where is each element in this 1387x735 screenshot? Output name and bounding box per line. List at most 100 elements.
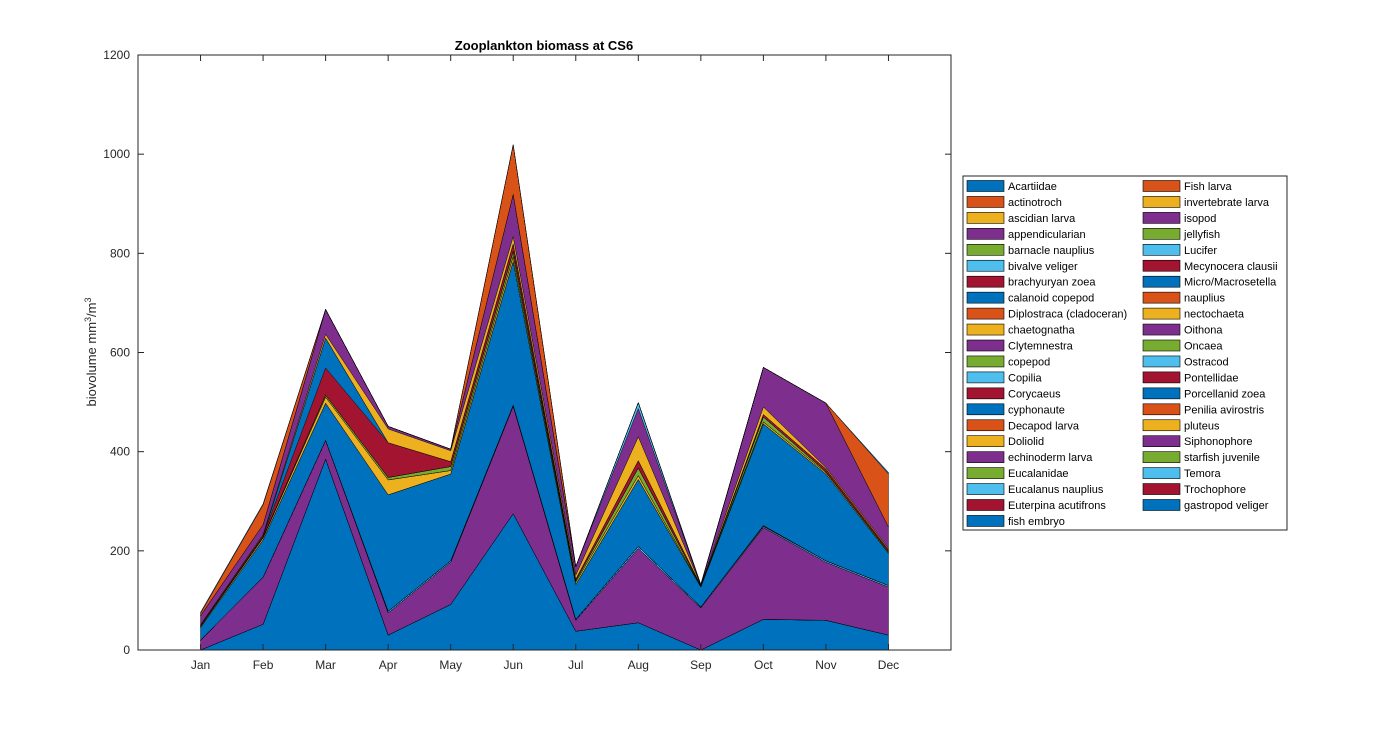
legend-swatch [966, 212, 1005, 224]
legend-swatch [1142, 355, 1181, 368]
legend-swatch [966, 387, 1005, 400]
legend-label: copepod [1008, 356, 1050, 368]
legend-swatch [966, 275, 1005, 288]
legend-label: Ostracod [1184, 356, 1229, 368]
y-axis-label-sup2: 3 [83, 297, 93, 302]
legend-label: Mecynocera clausii [1184, 261, 1278, 273]
legend-label: Pontellidae [1184, 372, 1238, 384]
y-tick-label: 600 [110, 346, 130, 360]
y-axis-label-mid: /m [84, 303, 99, 317]
legend-swatch [1142, 419, 1181, 432]
legend-swatch [1142, 467, 1181, 479]
x-axis-ticks: Jan Feb Mar Apr May Jun Jul Aug Sep Oct Nov Dec [191, 55, 899, 672]
legend-label: Acartiidae [1008, 181, 1057, 193]
legend-swatch [966, 499, 1005, 511]
legend-swatch [1142, 275, 1181, 288]
legend-label: Eucalanidae [1008, 468, 1069, 480]
legend-label: Porcellanid zoea [1184, 388, 1266, 400]
legend-swatch [966, 483, 1005, 495]
legend-swatch [966, 515, 1005, 527]
legend-swatch [966, 228, 1005, 240]
legend-swatch [1142, 371, 1181, 384]
legend-swatch [966, 323, 1005, 336]
legend-swatch [1142, 228, 1181, 240]
y-axis-ticks: 0 200 400 600 800 1000 1200 [103, 48, 951, 657]
legend-swatch [1142, 451, 1181, 463]
legend-swatch [1142, 291, 1181, 304]
y-axis-label-sup1: 3 [83, 317, 93, 322]
x-tick-label: Jan [191, 658, 210, 672]
legend-swatch [966, 435, 1005, 448]
y-tick-label: 1000 [103, 147, 130, 161]
legend-label: Eucalanus nauplius [1008, 484, 1104, 496]
legend-label: Euterpina acutifrons [1008, 500, 1106, 512]
x-tick-label: Apr [379, 658, 398, 672]
legend-swatch [1142, 435, 1181, 448]
legend-label: nauplius [1184, 293, 1225, 305]
area-series-48 [200, 144, 889, 614]
legend-swatch [1142, 212, 1181, 224]
legend-label: actinotroch [1008, 197, 1062, 209]
legend-label: Penilia avirostris [1184, 404, 1265, 416]
legend-swatch [966, 339, 1005, 352]
x-tick-label: Dec [878, 658, 899, 672]
legend-label: chaetognatha [1008, 325, 1076, 337]
x-tick-label: Nov [815, 658, 836, 672]
legend-swatch [966, 259, 1005, 272]
chart-title: Zooplankton biomass at CS6 [455, 38, 633, 53]
legend-label: Doliolid [1008, 436, 1044, 448]
legend-label: Fish larva [1184, 181, 1233, 193]
legend-swatch [966, 403, 1005, 416]
legend-label: isopod [1184, 213, 1216, 225]
legend-swatch [1142, 499, 1181, 511]
legend-label: invertebrate larva [1184, 197, 1270, 209]
legend-swatch [966, 371, 1005, 384]
y-tick-label: 800 [110, 246, 130, 260]
legend-label: Temora [1184, 468, 1222, 480]
legend-label: echinoderm larva [1008, 452, 1093, 464]
legend-label: nectochaeta [1184, 309, 1245, 321]
legend-label: Lucifer [1184, 245, 1217, 257]
x-tick-label: Feb [253, 658, 274, 672]
legend-swatch [1142, 403, 1181, 416]
x-tick-label: May [439, 658, 462, 672]
legend-label: ascidian larva [1008, 213, 1076, 225]
legend-swatch [966, 291, 1005, 304]
legend-swatch [1142, 483, 1181, 495]
legend-label: Decapod larva [1008, 420, 1080, 432]
legend-swatch [1142, 387, 1181, 400]
legend-swatch [1142, 196, 1181, 208]
legend-label: Oncaea [1184, 341, 1223, 353]
legend-label: Micro/Macrosetella [1184, 277, 1277, 289]
legend-swatch [1142, 244, 1181, 256]
legend-swatch [1142, 259, 1181, 272]
legend-label: appendicularian [1008, 229, 1086, 241]
legend-label: Corycaeus [1008, 388, 1061, 400]
legend-swatch [966, 419, 1005, 432]
y-axis-label-main: biovolume mm [84, 322, 99, 407]
legend-label: starfish juvenile [1184, 452, 1260, 464]
x-tick-label: Sep [690, 658, 712, 672]
y-tick-label: 200 [110, 544, 130, 558]
legend-label: pluteus [1184, 420, 1220, 432]
legend-label: fish embryo [1008, 516, 1065, 528]
legend-swatch [966, 244, 1005, 256]
legend-label: calanoid copepod [1008, 293, 1094, 305]
legend-label: brachyuryan zoea [1008, 277, 1096, 289]
legend-swatch [966, 467, 1005, 479]
x-tick-label: Mar [315, 658, 336, 672]
legend: Acartiidae actinotroch ascidian larva appen… [962, 175, 1288, 531]
x-tick-label: Oct [754, 658, 773, 672]
y-tick-label: 400 [110, 445, 130, 459]
legend-label: Siphonophore [1184, 436, 1253, 448]
x-tick-label: Jun [504, 658, 523, 672]
legend-label: Trochophore [1184, 484, 1246, 496]
x-tick-label: Aug [628, 658, 649, 672]
legend-swatch [1142, 323, 1181, 336]
legend-label: barnacle nauplius [1008, 245, 1095, 257]
y-tick-label: 1200 [103, 48, 130, 62]
x-tick-label: Jul [568, 658, 583, 672]
area-layers [200, 144, 889, 651]
